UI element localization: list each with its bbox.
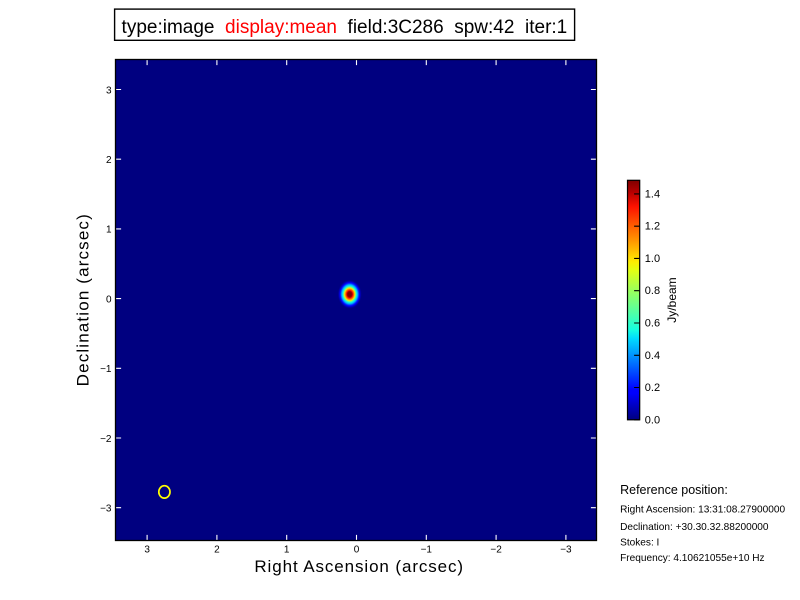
- svg-text:type:image display:mean fiel: type:image display:mean field:3C286 spw:…: [122, 17, 568, 38]
- svg-text:0: 0: [106, 294, 112, 305]
- svg-text:0.8: 0.8: [645, 285, 660, 297]
- svg-text:Declination (arcsec): Declination (arcsec): [74, 213, 93, 386]
- svg-text:−1: −1: [100, 364, 112, 375]
- svg-text:−1: −1: [421, 545, 433, 556]
- svg-text:−3: −3: [560, 545, 572, 556]
- svg-text:0.4: 0.4: [645, 350, 660, 362]
- svg-text:2: 2: [106, 155, 112, 166]
- svg-text:1.0: 1.0: [645, 253, 660, 265]
- svg-text:1: 1: [106, 225, 112, 236]
- svg-text:Jy/beam: Jy/beam: [665, 277, 679, 322]
- svg-text:Declination: +30.30.32.8820000: Declination: +30.30.32.88200000: [620, 522, 769, 533]
- svg-text:0.0: 0.0: [645, 414, 660, 426]
- svg-text:1.2: 1.2: [645, 221, 660, 233]
- svg-text:0: 0: [354, 545, 360, 556]
- svg-text:Right Ascension (arcsec): Right Ascension (arcsec): [254, 557, 464, 576]
- svg-text:−3: −3: [100, 504, 112, 515]
- svg-text:3: 3: [106, 85, 112, 96]
- svg-text:−2: −2: [100, 434, 112, 445]
- svg-text:−2: −2: [490, 545, 502, 556]
- svg-text:1: 1: [284, 545, 290, 556]
- svg-text:0.2: 0.2: [645, 382, 660, 394]
- svg-text:Reference position:: Reference position:: [620, 483, 728, 497]
- svg-text:2: 2: [214, 545, 220, 556]
- svg-text:Right Ascension: 13:31:08.2790: Right Ascension: 13:31:08.27900000: [620, 504, 785, 515]
- svg-text:Stokes: I: Stokes: I: [620, 538, 659, 549]
- svg-text:3: 3: [144, 545, 150, 556]
- svg-text:Frequency: 4.10621055e+10 Hz: Frequency: 4.10621055e+10 Hz: [620, 553, 765, 564]
- svg-text:1.4: 1.4: [645, 188, 660, 200]
- svg-text:0.6: 0.6: [645, 318, 660, 330]
